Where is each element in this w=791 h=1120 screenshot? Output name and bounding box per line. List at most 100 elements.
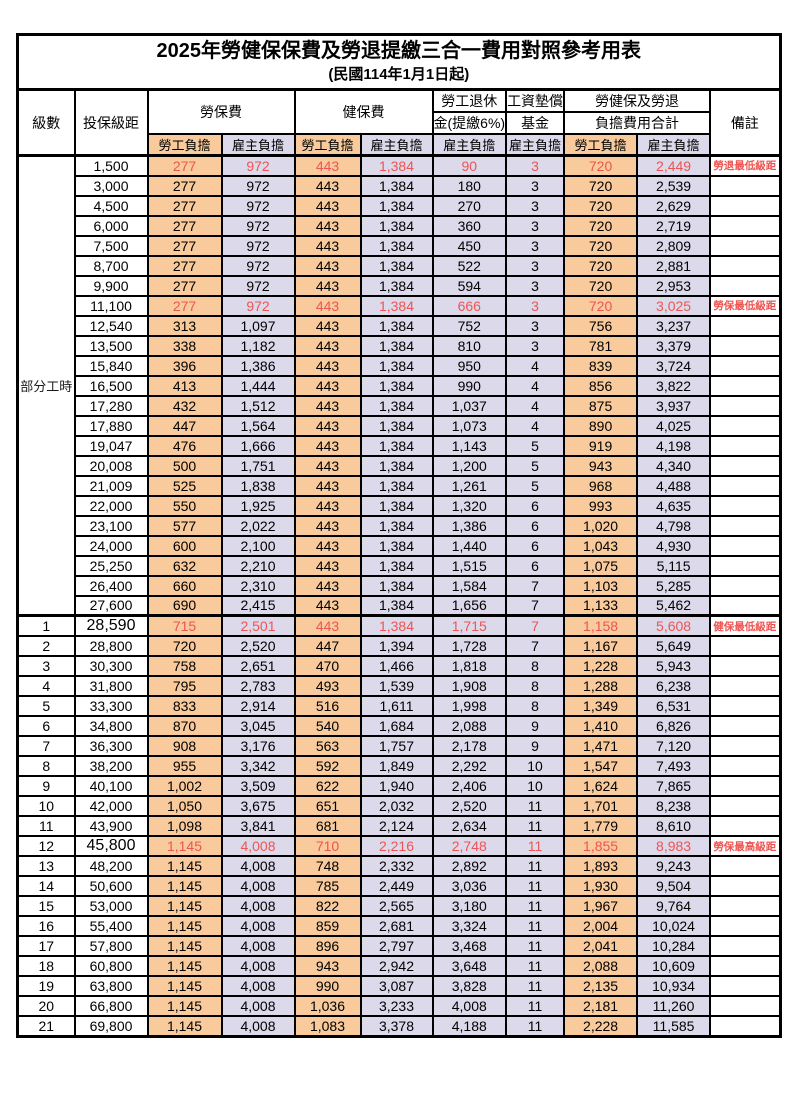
note-cell	[709, 715, 782, 737]
bracket-cell: 13,500	[73, 334, 149, 357]
total-employee-cell: 1,624	[563, 775, 639, 797]
total-employee-cell: 756	[563, 314, 639, 337]
health-ins-employer-cell: 1,757	[359, 735, 434, 757]
wage-fund-employer-cell: 6	[505, 534, 566, 557]
note-cell	[709, 795, 782, 817]
bracket-cell: 7,500	[73, 234, 149, 257]
health-ins-employer-cell: 3,233	[359, 995, 434, 1017]
pension-employer-cell: 1,073	[431, 414, 508, 437]
total-employer-cell: 2,539	[636, 174, 712, 197]
health-ins-employee-cell: 710	[293, 835, 362, 857]
note-cell	[709, 554, 782, 577]
table-row: 9,900 277 972 443 1,384 594 3 720 2,953	[18, 274, 782, 297]
health-ins-employee-cell: 563	[293, 735, 362, 757]
health-ins-employer-cell: 1,384	[359, 234, 434, 257]
health-ins-employer-cell: 3,087	[359, 975, 434, 997]
subheader-total-employee: 勞工負擔	[563, 133, 639, 157]
bracket-cell: 69,800	[73, 1015, 149, 1037]
col-header-pension-line1: 勞工退休	[431, 88, 508, 113]
labor-ins-employee-cell: 277	[146, 294, 223, 317]
labor-ins-employer-cell: 1,838	[220, 474, 296, 497]
total-employer-cell: 2,629	[636, 194, 712, 217]
health-ins-employer-cell: 2,032	[359, 795, 434, 817]
bracket-cell: 38,200	[73, 755, 149, 777]
total-employee-cell: 890	[563, 414, 639, 437]
wage-fund-employer-cell: 11	[505, 975, 566, 997]
pension-employer-cell: 2,178	[431, 735, 508, 757]
health-ins-employer-cell: 1,384	[359, 494, 434, 517]
total-employee-cell: 2,004	[563, 915, 639, 937]
table-row: 6 34,800 870 3,045 540 1,684 2,088 9 1,410 6,826	[16, 715, 782, 737]
labor-ins-employer-cell: 3,509	[220, 775, 296, 797]
note-cell: 勞保最低級距	[709, 294, 782, 317]
total-employer-cell: 9,243	[636, 855, 712, 877]
pension-employer-cell: 2,292	[431, 755, 508, 777]
health-ins-employee-cell: 443	[293, 334, 362, 357]
labor-ins-employer-cell: 972	[220, 174, 296, 197]
bracket-cell: 28,590	[73, 614, 149, 637]
pension-employer-cell: 3,828	[431, 975, 508, 997]
pension-employer-cell: 950	[431, 354, 508, 377]
level-cell: 13	[16, 855, 76, 877]
health-ins-employee-cell: 443	[293, 174, 362, 197]
total-employer-cell: 2,881	[636, 254, 712, 277]
pension-employer-cell: 1,998	[431, 695, 508, 717]
table-row: 11 43,900 1,098 3,841 681 2,124 2,634 11 1,779 8,…	[16, 815, 782, 837]
subheader-total-employer: 雇主負擔	[636, 133, 712, 157]
pension-employer-cell: 1,818	[431, 655, 508, 677]
total-employer-cell: 8,610	[636, 815, 712, 837]
wage-fund-employer-cell: 8	[505, 695, 566, 717]
note-cell	[709, 675, 782, 697]
pension-employer-cell: 270	[431, 194, 508, 217]
total-employer-cell: 2,809	[636, 234, 712, 257]
health-ins-employee-cell: 943	[293, 955, 362, 977]
note-cell	[709, 574, 782, 597]
wage-fund-employer-cell: 11	[505, 835, 566, 857]
health-ins-employee-cell: 896	[293, 935, 362, 957]
labor-ins-employer-cell: 3,342	[220, 755, 296, 777]
level-cell: 21	[16, 1015, 76, 1037]
total-employer-cell: 5,462	[636, 594, 712, 617]
level-cell: 9	[16, 775, 76, 797]
health-ins-employee-cell: 443	[293, 474, 362, 497]
health-ins-employer-cell: 1,684	[359, 715, 434, 737]
total-employer-cell: 10,284	[636, 935, 712, 957]
note-cell	[709, 655, 782, 677]
pension-employer-cell: 3,036	[431, 875, 508, 897]
total-employee-cell: 943	[563, 454, 639, 477]
labor-ins-employee-cell: 715	[146, 614, 223, 637]
table-row: 17,280 432 1,512 443 1,384 1,037 4 875 3,937	[18, 394, 782, 417]
health-ins-employer-cell: 1,384	[359, 594, 434, 617]
note-cell	[709, 314, 782, 337]
health-ins-employer-cell: 1,384	[359, 434, 434, 457]
table-row: 27,600 690 2,415 443 1,384 1,656 7 1,133 5,462	[18, 594, 782, 617]
bracket-cell: 50,600	[73, 875, 149, 897]
total-employee-cell: 1,349	[563, 695, 639, 717]
wage-fund-employer-cell: 6	[505, 514, 566, 537]
health-ins-employer-cell: 1,384	[359, 374, 434, 397]
health-ins-employee-cell: 443	[293, 254, 362, 277]
note-cell	[709, 254, 782, 277]
wage-fund-employer-cell: 9	[505, 715, 566, 737]
table-row: 1 28,590 715 2,501 443 1,384 1,715 7 1,158 5,608 健…	[16, 614, 782, 637]
total-employer-cell: 2,953	[636, 274, 712, 297]
pension-employer-cell: 1,440	[431, 534, 508, 557]
pension-employer-cell: 2,634	[431, 815, 508, 837]
table-row: 18 60,800 1,145 4,008 943 2,942 3,648 11 2,088 10…	[16, 955, 782, 977]
labor-ins-employer-cell: 3,841	[220, 815, 296, 837]
health-ins-employee-cell: 443	[293, 294, 362, 317]
level-cell: 17	[16, 935, 76, 957]
bracket-cell: 30,300	[73, 655, 149, 677]
total-employee-cell: 720	[563, 154, 639, 177]
total-employee-cell: 781	[563, 334, 639, 357]
health-ins-employee-cell: 681	[293, 815, 362, 837]
wage-fund-employer-cell: 3	[505, 234, 566, 257]
health-ins-employer-cell: 1,384	[359, 454, 434, 477]
total-employee-cell: 720	[563, 294, 639, 317]
table-row: 12 45,800 1,145 4,008 710 2,216 2,748 11 1,855 8,…	[16, 835, 782, 857]
health-ins-employee-cell: 443	[293, 194, 362, 217]
pension-employer-cell: 2,520	[431, 795, 508, 817]
health-ins-employer-cell: 1,384	[359, 154, 434, 177]
wage-fund-employer-cell: 11	[505, 855, 566, 877]
wage-fund-employer-cell: 7	[505, 594, 566, 617]
